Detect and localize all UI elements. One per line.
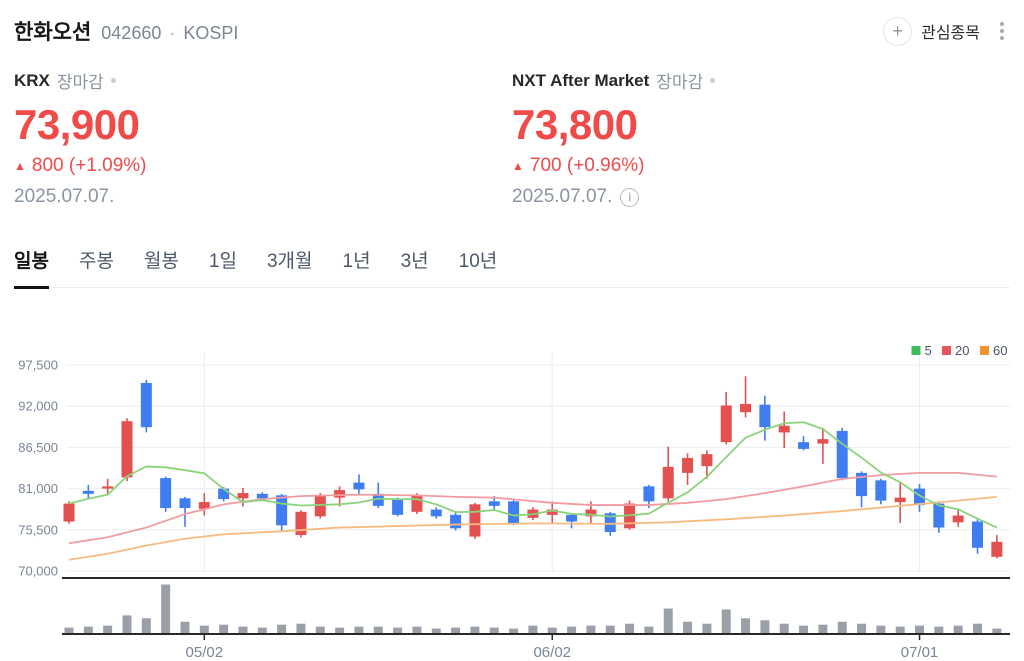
up-arrow-icon: ▲ (512, 159, 524, 174)
plus-icon: + (883, 16, 913, 46)
more-menu-icon[interactable] (996, 20, 1008, 42)
market-name: KRX (14, 70, 50, 90)
date-text: 2025.07.07. (14, 186, 115, 208)
up-arrow-icon: ▲ (14, 159, 26, 174)
tab-3년[interactable]: 3년 (400, 251, 429, 273)
x-axis-labels: 05/02 06/02 07/01 (186, 644, 939, 661)
svg-text:70,000: 70,000 (18, 564, 58, 579)
market-label-nxt: NXT After Market 장마감 (512, 68, 1010, 93)
svg-text:60: 60 (993, 343, 1007, 358)
svg-text:75,500: 75,500 (18, 522, 58, 537)
price-change-nxt: ▲ 700 (+0.96%) (512, 155, 1010, 177)
change-value: 700 (+0.96%) (529, 155, 645, 177)
ma5-line (68, 421, 998, 529)
svg-text:92,000: 92,000 (18, 399, 58, 414)
volume-bars (64, 584, 1002, 634)
dot-separator: · (169, 23, 176, 43)
chart-period-tab-bar: 일봉 주봉 월봉 1일 3개월 1년 3년 10년 (14, 242, 1010, 290)
header: 한화오션 042660 · KOSPI + 관심종목 (0, 0, 1024, 46)
stock-title: 한화오션 (14, 21, 92, 44)
svg-text:06/02: 06/02 (533, 644, 571, 661)
market-block-nxt: NXT After Market 장마감 73,800 ▲ 700 (+0.96… (512, 68, 1010, 208)
stock-code: 042660 (101, 23, 162, 43)
svg-text:20: 20 (955, 343, 969, 358)
watchlist-label: 관심종목 (921, 25, 980, 42)
current-price-krx: 73,900 (14, 101, 140, 148)
tab-일봉[interactable]: 일봉 (14, 242, 49, 290)
tab-1일[interactable]: 1일 (208, 251, 237, 273)
svg-text:05/02: 05/02 (186, 644, 224, 661)
tab-1년[interactable]: 1년 (342, 251, 371, 273)
tab-3개월[interactable]: 3개월 (266, 251, 313, 273)
y-gridlines (66, 364, 1010, 572)
svg-text:81,000: 81,000 (18, 481, 58, 496)
chart-area: 97,500 92,000 86,500 81,000 75,500 70,000 05/0… (0, 330, 1024, 661)
svg-text:86,500: 86,500 (18, 440, 58, 455)
market-price-section: KRX 장마감 73,900 ▲ 800 (+1.09%) 2025.07.07… (0, 46, 1024, 208)
tab-주봉[interactable]: 주봉 (78, 251, 114, 273)
price-date-krx: 2025.07.07. (14, 186, 512, 208)
stock-market-badge: KOSPI (183, 23, 239, 43)
tab-10년[interactable]: 10년 (458, 251, 498, 273)
market-block-krx: KRX 장마감 73,900 ▲ 800 (+1.09%) 2025.07.07… (14, 68, 512, 208)
change-value: 800 (+1.09%) (31, 155, 147, 177)
price-chart[interactable]: 97,500 92,000 86,500 81,000 75,500 70,000 05/0… (0, 330, 1024, 661)
market-name: NXT After Market (512, 70, 650, 90)
svg-text:5: 5 (925, 343, 932, 358)
status-dot-icon (710, 78, 716, 83)
add-watchlist-button[interactable]: + 관심종목 (883, 16, 980, 46)
ma60-line (68, 495, 997, 561)
svg-text:97,500: 97,500 (18, 358, 58, 373)
tab-월봉[interactable]: 월봉 (143, 251, 179, 273)
ma20-line (68, 471, 997, 545)
svg-text:07/01: 07/01 (901, 644, 939, 661)
current-price-nxt: 73,800 (512, 101, 638, 148)
chart-legend: 5 20 60 (911, 343, 1007, 358)
y-axis-labels: 97,500 92,000 86,500 81,000 75,500 70,000 (18, 358, 58, 579)
status-dot-icon (110, 78, 116, 83)
price-change-krx: ▲ 800 (+1.09%) (14, 155, 512, 177)
x-gridlines (203, 352, 921, 571)
stock-title-group: 한화오션 042660 · KOSPI (14, 16, 238, 46)
price-date-nxt: 2025.07.07. i (512, 186, 1010, 208)
market-status: 장마감 (656, 73, 704, 92)
market-label-krx: KRX 장마감 (14, 68, 512, 93)
market-status: 장마감 (56, 73, 104, 92)
header-actions: + 관심종목 (883, 16, 1008, 46)
info-icon[interactable]: i (620, 187, 640, 207)
date-text: 2025.07.07. (512, 186, 613, 208)
